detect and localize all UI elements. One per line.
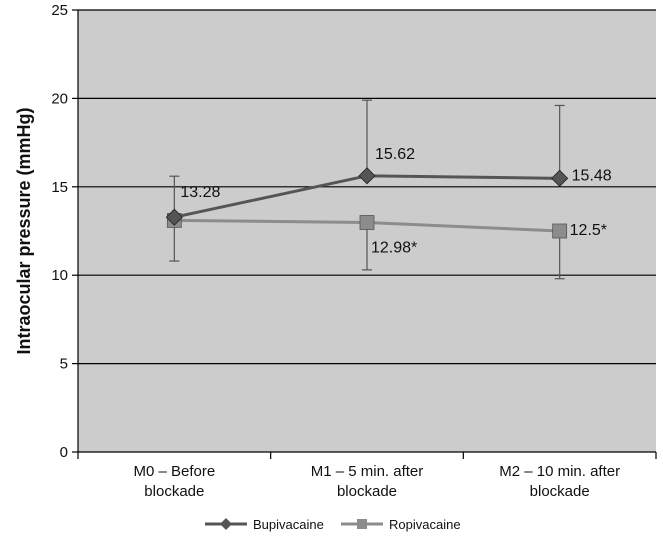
y-tick-label-0: 0 (60, 444, 68, 461)
legend: Bupivacaine Ropivacaine (205, 517, 461, 532)
marker-ropivacaine-2 (552, 223, 568, 239)
marker-ropivacaine-1 (359, 215, 375, 230)
legend-marker-bupivacaine (220, 518, 232, 530)
data-labels: 13.28 15.62 15.48 12.98* 12.5* (180, 146, 611, 257)
data-label-ropivacaine-2: 12.5* (570, 222, 607, 239)
legend-label-ropivacaine: Ropivacaine (389, 517, 461, 532)
x-tick-label-0: M0 – Before blockade (133, 463, 215, 500)
legend-marker-ropivacaine (357, 519, 367, 529)
legend-item-ropivacaine: Ropivacaine (341, 517, 461, 532)
y-axis-label: Intraocular pressure (mmHg) (14, 107, 34, 354)
marker-bupivacaine-2 (551, 169, 569, 187)
data-label-bupivacaine-1: 15.62 (375, 146, 415, 163)
marker-bupivacaine-0 (165, 208, 183, 226)
y-tick-label-10: 10 (51, 267, 68, 284)
data-label-bupivacaine-2: 15.48 (572, 167, 612, 184)
y-tick-labels: 0 5 10 15 20 25 (51, 2, 68, 461)
x-tick-label-1: M1 – 5 min. after blockade (311, 463, 424, 500)
data-label-ropivacaine-1: 12.98* (371, 240, 417, 257)
marker-bupivacaine-1 (358, 167, 376, 185)
data-label-bupivacaine-0: 13.28 (180, 184, 220, 201)
y-tick-label-25: 25 (51, 2, 68, 19)
legend-label-bupivacaine: Bupivacaine (253, 517, 324, 532)
x-tick-labels: M0 – Before blockade M1 – 5 min. after bloc… (133, 463, 620, 500)
y-tick-label-20: 20 (51, 90, 68, 107)
y-tick-label-5: 5 (60, 356, 68, 373)
axes (72, 9, 657, 459)
legend-item-bupivacaine: Bupivacaine (205, 517, 324, 532)
x-tick-label-2: M2 – 10 min. after blockade (499, 463, 620, 500)
series-markers (165, 167, 569, 239)
y-tick-label-15: 15 (51, 179, 68, 196)
